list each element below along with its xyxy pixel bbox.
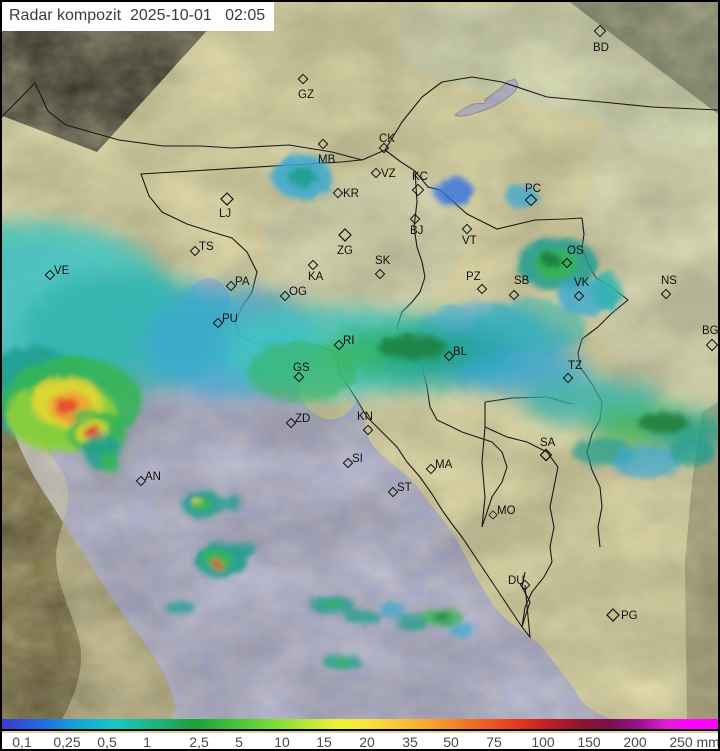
svg-text:GZ: GZ (298, 89, 314, 101)
svg-text:KC: KC (412, 171, 428, 183)
svg-text:BL: BL (453, 346, 468, 358)
svg-text:PG: PG (621, 610, 638, 622)
svg-text:BJ: BJ (410, 225, 423, 237)
svg-text:LJ: LJ (219, 208, 231, 220)
svg-text:TS: TS (199, 241, 214, 253)
svg-text:AN: AN (145, 471, 161, 483)
svg-text:CK: CK (379, 133, 395, 145)
svg-text:SI: SI (352, 453, 363, 465)
svg-text:BD: BD (593, 42, 609, 54)
svg-text:KA: KA (308, 271, 324, 283)
svg-text:ZD: ZD (295, 413, 310, 425)
svg-text:VT: VT (462, 235, 477, 247)
svg-text:MA: MA (435, 459, 453, 471)
svg-text:KR: KR (343, 188, 359, 200)
svg-text:PU: PU (222, 313, 238, 325)
svg-text:VK: VK (574, 277, 590, 289)
svg-text:PA: PA (235, 276, 250, 288)
svg-text:SB: SB (514, 275, 530, 287)
svg-text:GS: GS (293, 362, 310, 374)
svg-text:BG: BG (702, 325, 718, 337)
svg-text:ST: ST (397, 482, 412, 494)
svg-text:TZ: TZ (568, 360, 582, 372)
svg-text:MO: MO (497, 505, 516, 517)
svg-text:KN: KN (357, 411, 373, 423)
svg-text:SK: SK (375, 255, 391, 267)
svg-text:DU: DU (508, 575, 525, 587)
svg-text:SA: SA (540, 437, 556, 449)
svg-text:VE: VE (54, 265, 70, 277)
svg-text:NS: NS (661, 275, 677, 287)
svg-text:PC: PC (525, 183, 541, 195)
svg-text:OS: OS (567, 245, 584, 257)
svg-text:ZG: ZG (337, 245, 353, 257)
svg-text:VZ: VZ (381, 168, 396, 180)
svg-text:PZ: PZ (466, 271, 481, 283)
svg-text:RI: RI (343, 335, 355, 347)
svg-text:OG: OG (289, 286, 307, 298)
svg-text:MB: MB (318, 154, 336, 166)
